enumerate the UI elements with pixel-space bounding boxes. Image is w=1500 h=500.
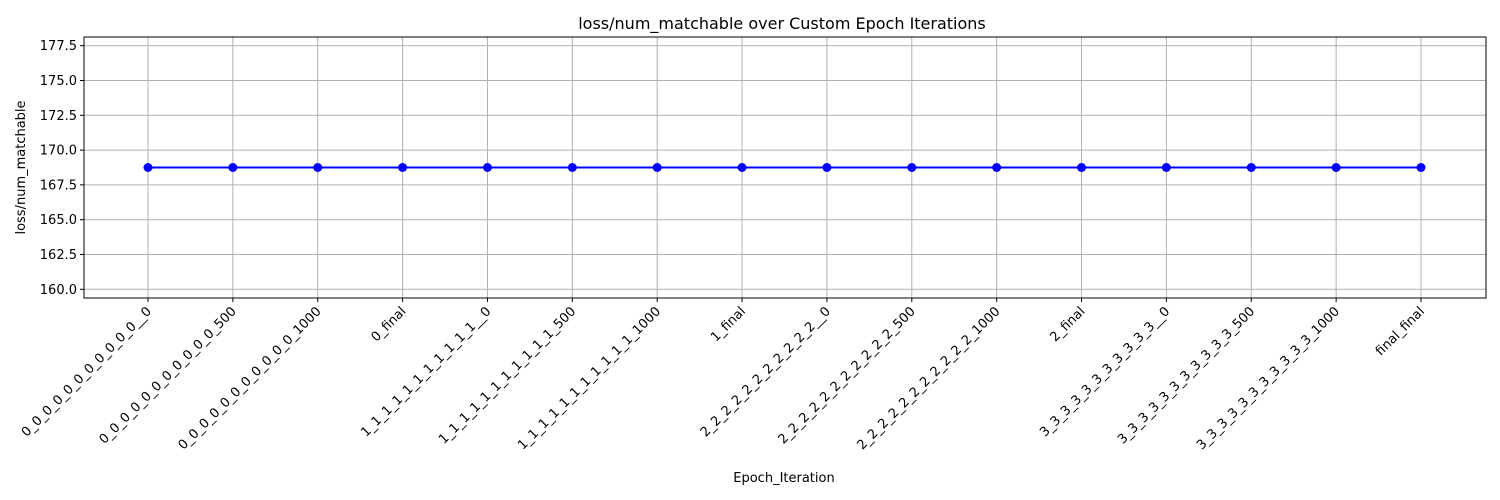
data-point	[1161, 163, 1171, 172]
x-tick-label: 0_0_0_0_0_0_0_0_0_0_0_1000	[176, 304, 325, 453]
x-tick-label: 1_1_1_1_1_1_1_1_1_1_1_500	[436, 304, 579, 447]
y-tick-label: 170.0	[40, 144, 77, 159]
data-point	[313, 163, 323, 172]
series-line	[143, 163, 1426, 172]
y-axis: 160.0 162.5 165.0 167.5 170.0 172.5 175.0 177.5	[40, 39, 84, 298]
data-point	[907, 163, 917, 172]
y-tick-label: 177.5	[40, 39, 77, 54]
x-tick-label: 0_final	[369, 304, 410, 345]
x-tick-label: 1_final	[708, 304, 749, 345]
data-point	[1246, 163, 1256, 172]
data-point	[1077, 163, 1087, 172]
x-tick-label: 2_final	[1048, 304, 1089, 345]
data-point	[652, 163, 662, 172]
data-point	[992, 163, 1002, 172]
data-point	[228, 163, 238, 172]
y-tick-label: 167.5	[40, 178, 77, 193]
data-point	[482, 163, 492, 172]
x-tick-label: 2_2_2_2_2_2_2_2_2_2_2_1000	[855, 304, 1004, 453]
x-tick-label: 2_2_2_2_2_2_2_2_2_2_2_500	[776, 304, 919, 447]
x-tick-label: 3_3_3_3_3_3_3_3_3_3_3_500	[1115, 304, 1258, 447]
x-axis-label: Epoch_Iteration	[733, 471, 834, 486]
y-tick-label: 175.0	[40, 74, 77, 89]
y-tick-label: 172.5	[40, 109, 77, 124]
data-point	[1416, 163, 1426, 172]
x-tick-label: final_final	[1373, 304, 1428, 359]
data-point	[1331, 163, 1341, 172]
data-point	[737, 163, 747, 172]
data-point	[398, 163, 408, 172]
x-axis: 0_0_0_0_0_0_0_0_0_0_0__00_0_0_0_0_0_0_0_…	[19, 298, 1428, 453]
y-tick-label: 165.0	[40, 213, 77, 228]
y-tick-label: 162.5	[40, 248, 77, 263]
data-point	[143, 163, 153, 172]
y-tick-label: 160.0	[40, 283, 77, 298]
data-point	[567, 163, 577, 172]
x-tick-label: 3_3_3_3_3_3_3_3_3_3_3_1000	[1194, 304, 1343, 453]
data-point	[822, 163, 832, 172]
chart-title: loss/num_matchable over Custom Epoch Ite…	[578, 14, 986, 34]
plot-area	[83, 36, 1487, 299]
x-tick-label: 1_1_1_1_1_1_1_1_1_1_1_1000	[515, 304, 664, 453]
x-tick-label: 0_0_0_0_0_0_0_0_0_0_0_500	[97, 304, 240, 447]
y-axis-label: loss/num_matchable	[14, 100, 29, 234]
